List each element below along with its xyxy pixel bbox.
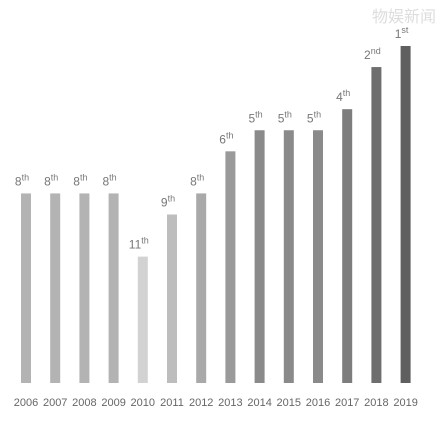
bar xyxy=(79,193,90,383)
x-tick-label: 2017 xyxy=(335,397,359,409)
value-label: 8th xyxy=(73,172,87,188)
bar xyxy=(50,193,61,383)
bar xyxy=(342,109,353,383)
x-tick-label: 2011 xyxy=(160,397,184,409)
x-tick-label: 2013 xyxy=(218,397,242,409)
bar xyxy=(225,151,236,383)
value-label: 8th xyxy=(102,172,116,188)
x-tick-label: 2016 xyxy=(306,397,330,409)
value-label: 8th xyxy=(15,172,29,188)
bar xyxy=(254,130,265,383)
value-label: 5th xyxy=(307,109,321,125)
value-label: 1st xyxy=(395,25,409,41)
bar xyxy=(283,130,294,383)
watermark: 物娱新闻 xyxy=(372,8,436,26)
x-tick-label: 2012 xyxy=(189,397,213,409)
bar xyxy=(313,130,323,383)
x-tick-label: 2018 xyxy=(364,397,388,409)
value-label: 8th xyxy=(190,172,204,188)
value-label: 6th xyxy=(219,130,233,146)
x-tick-label: 2009 xyxy=(101,397,125,409)
bar xyxy=(196,193,207,383)
x-tick-label: 2015 xyxy=(277,397,301,409)
value-label: 5th xyxy=(278,109,292,125)
value-label: 8th xyxy=(44,172,58,188)
value-label: 2nd xyxy=(364,46,381,62)
bar xyxy=(400,46,411,383)
value-label: 11th xyxy=(129,236,149,252)
x-tick-label: 2006 xyxy=(14,397,38,409)
value-label: 5th xyxy=(248,109,262,125)
x-tick-label: 2008 xyxy=(72,397,96,409)
x-tick-label: 2014 xyxy=(247,397,271,409)
x-tick-label: 2007 xyxy=(43,397,67,409)
bar xyxy=(21,193,31,383)
value-label: 4th xyxy=(336,88,350,104)
value-label: 9th xyxy=(161,194,175,210)
x-tick-label: 2010 xyxy=(131,397,155,409)
bar xyxy=(371,67,382,383)
bar xyxy=(137,256,148,383)
bar xyxy=(108,193,119,383)
x-tick-label: 2019 xyxy=(393,397,417,409)
bar xyxy=(167,214,177,383)
